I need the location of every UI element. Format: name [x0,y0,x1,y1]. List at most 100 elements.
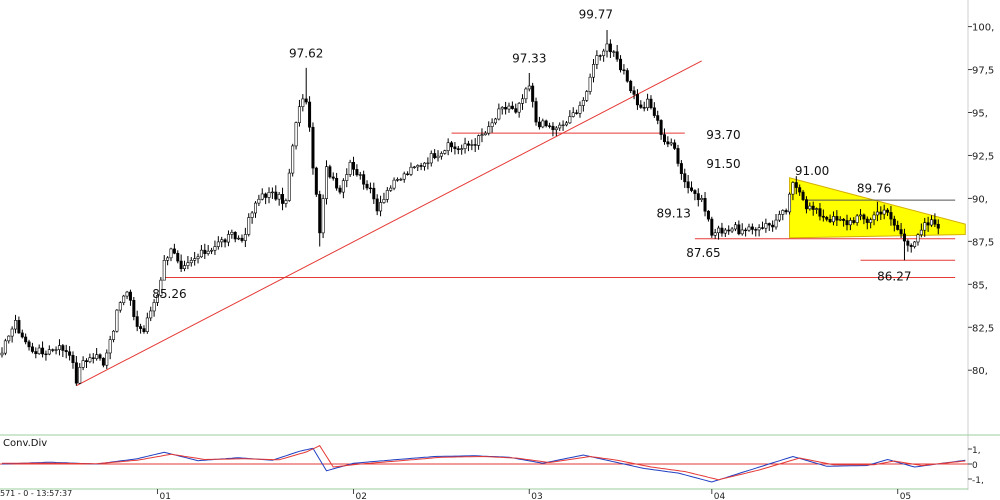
price-annotation: 91.50 [706,157,740,171]
candle-body [270,191,274,194]
candle-body [399,178,403,181]
time-axis-group: 01 02 03 04 05 [156,489,911,500]
price-tick-label: 92,5 [972,151,994,162]
price-tick-label: 90, [972,194,988,205]
candle-body [281,194,285,204]
candle-body [98,354,102,359]
candle-body [855,215,859,223]
candle-body [402,173,406,180]
price-tick-label: 100, [972,23,994,34]
candle-body [923,222,927,231]
candle-body [247,217,251,235]
candle-body [534,101,538,123]
candle-body [362,174,366,185]
candle-body [257,198,261,204]
candle-body [331,176,335,179]
oscillator-panel-group: 1, 0 -1, [0,445,984,486]
time-tick-label: 02 [356,492,367,500]
candle-body [777,214,781,221]
candle-body [875,211,879,216]
price-tick-label: 85, [972,280,988,291]
price-annotation: 87.65 [686,246,720,260]
candle-body [622,69,626,71]
candle-body [213,246,217,251]
candle-body [537,121,541,128]
candle-body [206,250,210,254]
time-tick-label: 04 [714,492,726,500]
candle-body [210,249,214,252]
time-tick-label: 01 [159,492,170,500]
candle-body [646,98,650,109]
price-tick-label: 97,5 [972,66,994,77]
candle-body [811,205,815,210]
candle-body [483,132,487,136]
candle-body [764,223,768,229]
candle-body [352,161,356,170]
oscillator-line-red [2,445,966,481]
candle-body [260,193,264,200]
candle-body [679,163,683,174]
candle-body [68,351,72,356]
candle-body [230,231,234,235]
candle-body [507,105,511,110]
candle-body [554,127,558,131]
candle-body [446,142,450,151]
candle-body [426,162,430,165]
candle-body [703,198,707,212]
candle-body [575,112,579,114]
candle-body [781,210,785,215]
candle-body [308,101,312,128]
candle-body [355,169,359,176]
candle-body [385,190,389,200]
candle-body [78,367,82,384]
candle-body [771,224,775,228]
candle-body [324,166,328,199]
candle-body [794,182,798,188]
candle-body [774,219,778,228]
candle-body [183,265,187,269]
candle-body [760,227,764,229]
candle-body [693,190,697,194]
candle-body [365,183,369,189]
candle-body [348,161,352,175]
candle-body [835,216,839,221]
candle-body [64,350,68,353]
candle-body [723,229,727,234]
candle-body [395,179,399,181]
candle-body [155,295,159,303]
candle-body [899,229,903,235]
candle-body [686,181,690,189]
candle-body [706,210,710,220]
candle-body [544,120,548,127]
candle-body [608,43,612,53]
candle-body [504,107,508,110]
candle-body [443,150,447,154]
candle-body [821,215,825,218]
price-tick-label: 82,5 [972,323,994,334]
candle-body [625,70,629,82]
candle-body [595,55,599,65]
candle-body [859,214,863,217]
candle-body [629,80,633,92]
price-annotation: 86.27 [877,269,911,283]
candle-body [558,124,562,129]
price-annotation: 89.76 [857,182,891,196]
candle-body [879,211,883,215]
candle-body [233,231,237,240]
oscillator-tick-label: 1, [972,446,981,456]
candle-body [838,218,842,221]
candle-body [112,330,116,340]
candle-body [203,249,207,254]
candle-body [250,212,254,218]
candle-body [713,232,717,236]
candle-body [220,239,224,243]
candle-body [189,259,193,264]
candle-body [328,166,332,178]
candle-body [226,234,230,243]
candle-body [166,257,170,261]
candle-body [419,165,423,167]
candle-body [581,100,585,106]
candle-body [490,122,494,127]
candle-body [463,143,467,149]
